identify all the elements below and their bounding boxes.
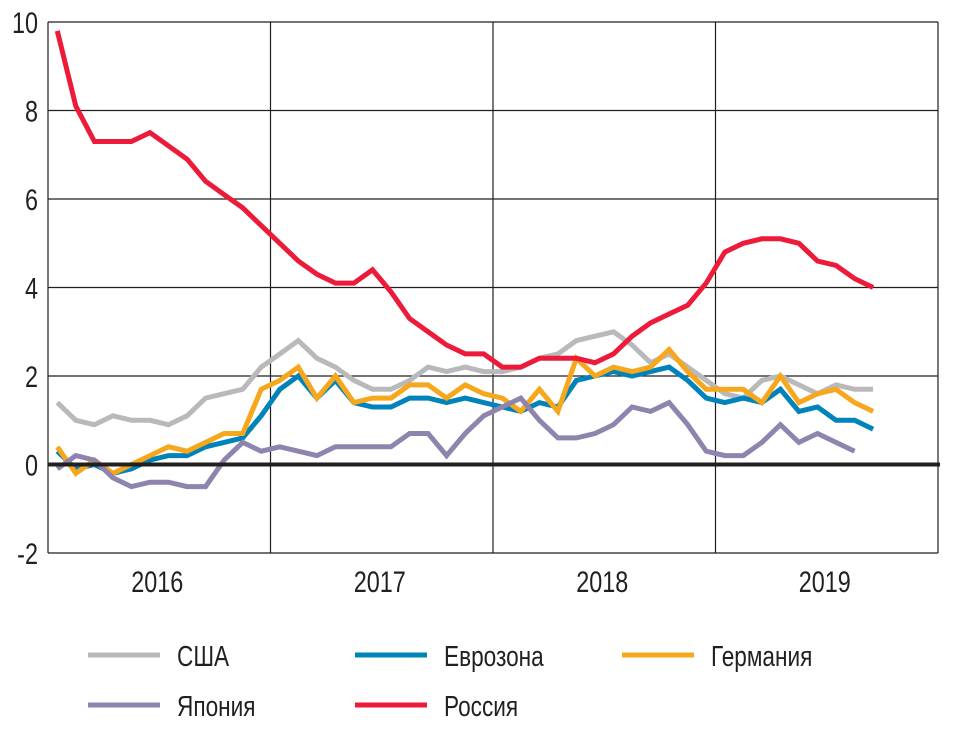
legend-item: США xyxy=(88,639,230,673)
series-lines xyxy=(54,30,875,490)
series-line-0 xyxy=(55,329,874,428)
x-tick-label: 2017 xyxy=(354,565,406,598)
y-axis-ticks: 10 8 6 4 2 0 -2 xyxy=(12,6,38,570)
y-tick-label: 8 xyxy=(25,95,38,128)
x-tick-label: 2019 xyxy=(799,565,851,598)
legend-label: Германия xyxy=(711,639,812,672)
series-line-2 xyxy=(55,345,875,477)
legend-item: Германия xyxy=(622,639,812,673)
legend-item: Еврозона xyxy=(355,639,544,673)
y-tick-label: 10 xyxy=(12,6,38,39)
y-tick-label: 2 xyxy=(25,360,38,393)
y-tick-label: 4 xyxy=(25,272,38,305)
grid xyxy=(47,21,939,554)
series-line-1 xyxy=(55,364,875,477)
legend-label: Япония xyxy=(177,689,256,722)
legend-item: Россия xyxy=(355,689,518,723)
legend: США Еврозона Германия Япония Россия xyxy=(88,639,812,723)
legend-label: Россия xyxy=(444,689,518,722)
x-axis-ticks: 2016 2017 2018 2019 xyxy=(131,565,851,598)
x-tick-label: 2016 xyxy=(131,565,183,598)
legend-item: Япония xyxy=(88,689,256,723)
series-line-3 xyxy=(55,395,856,490)
series-line-4 xyxy=(54,30,875,370)
legend-label: Еврозона xyxy=(444,639,544,672)
x-tick-label: 2018 xyxy=(576,565,628,598)
y-tick-label: 0 xyxy=(25,449,38,482)
y-tick-label: -2 xyxy=(17,537,38,570)
legend-label: США xyxy=(177,639,230,672)
y-tick-label: 6 xyxy=(25,183,38,216)
